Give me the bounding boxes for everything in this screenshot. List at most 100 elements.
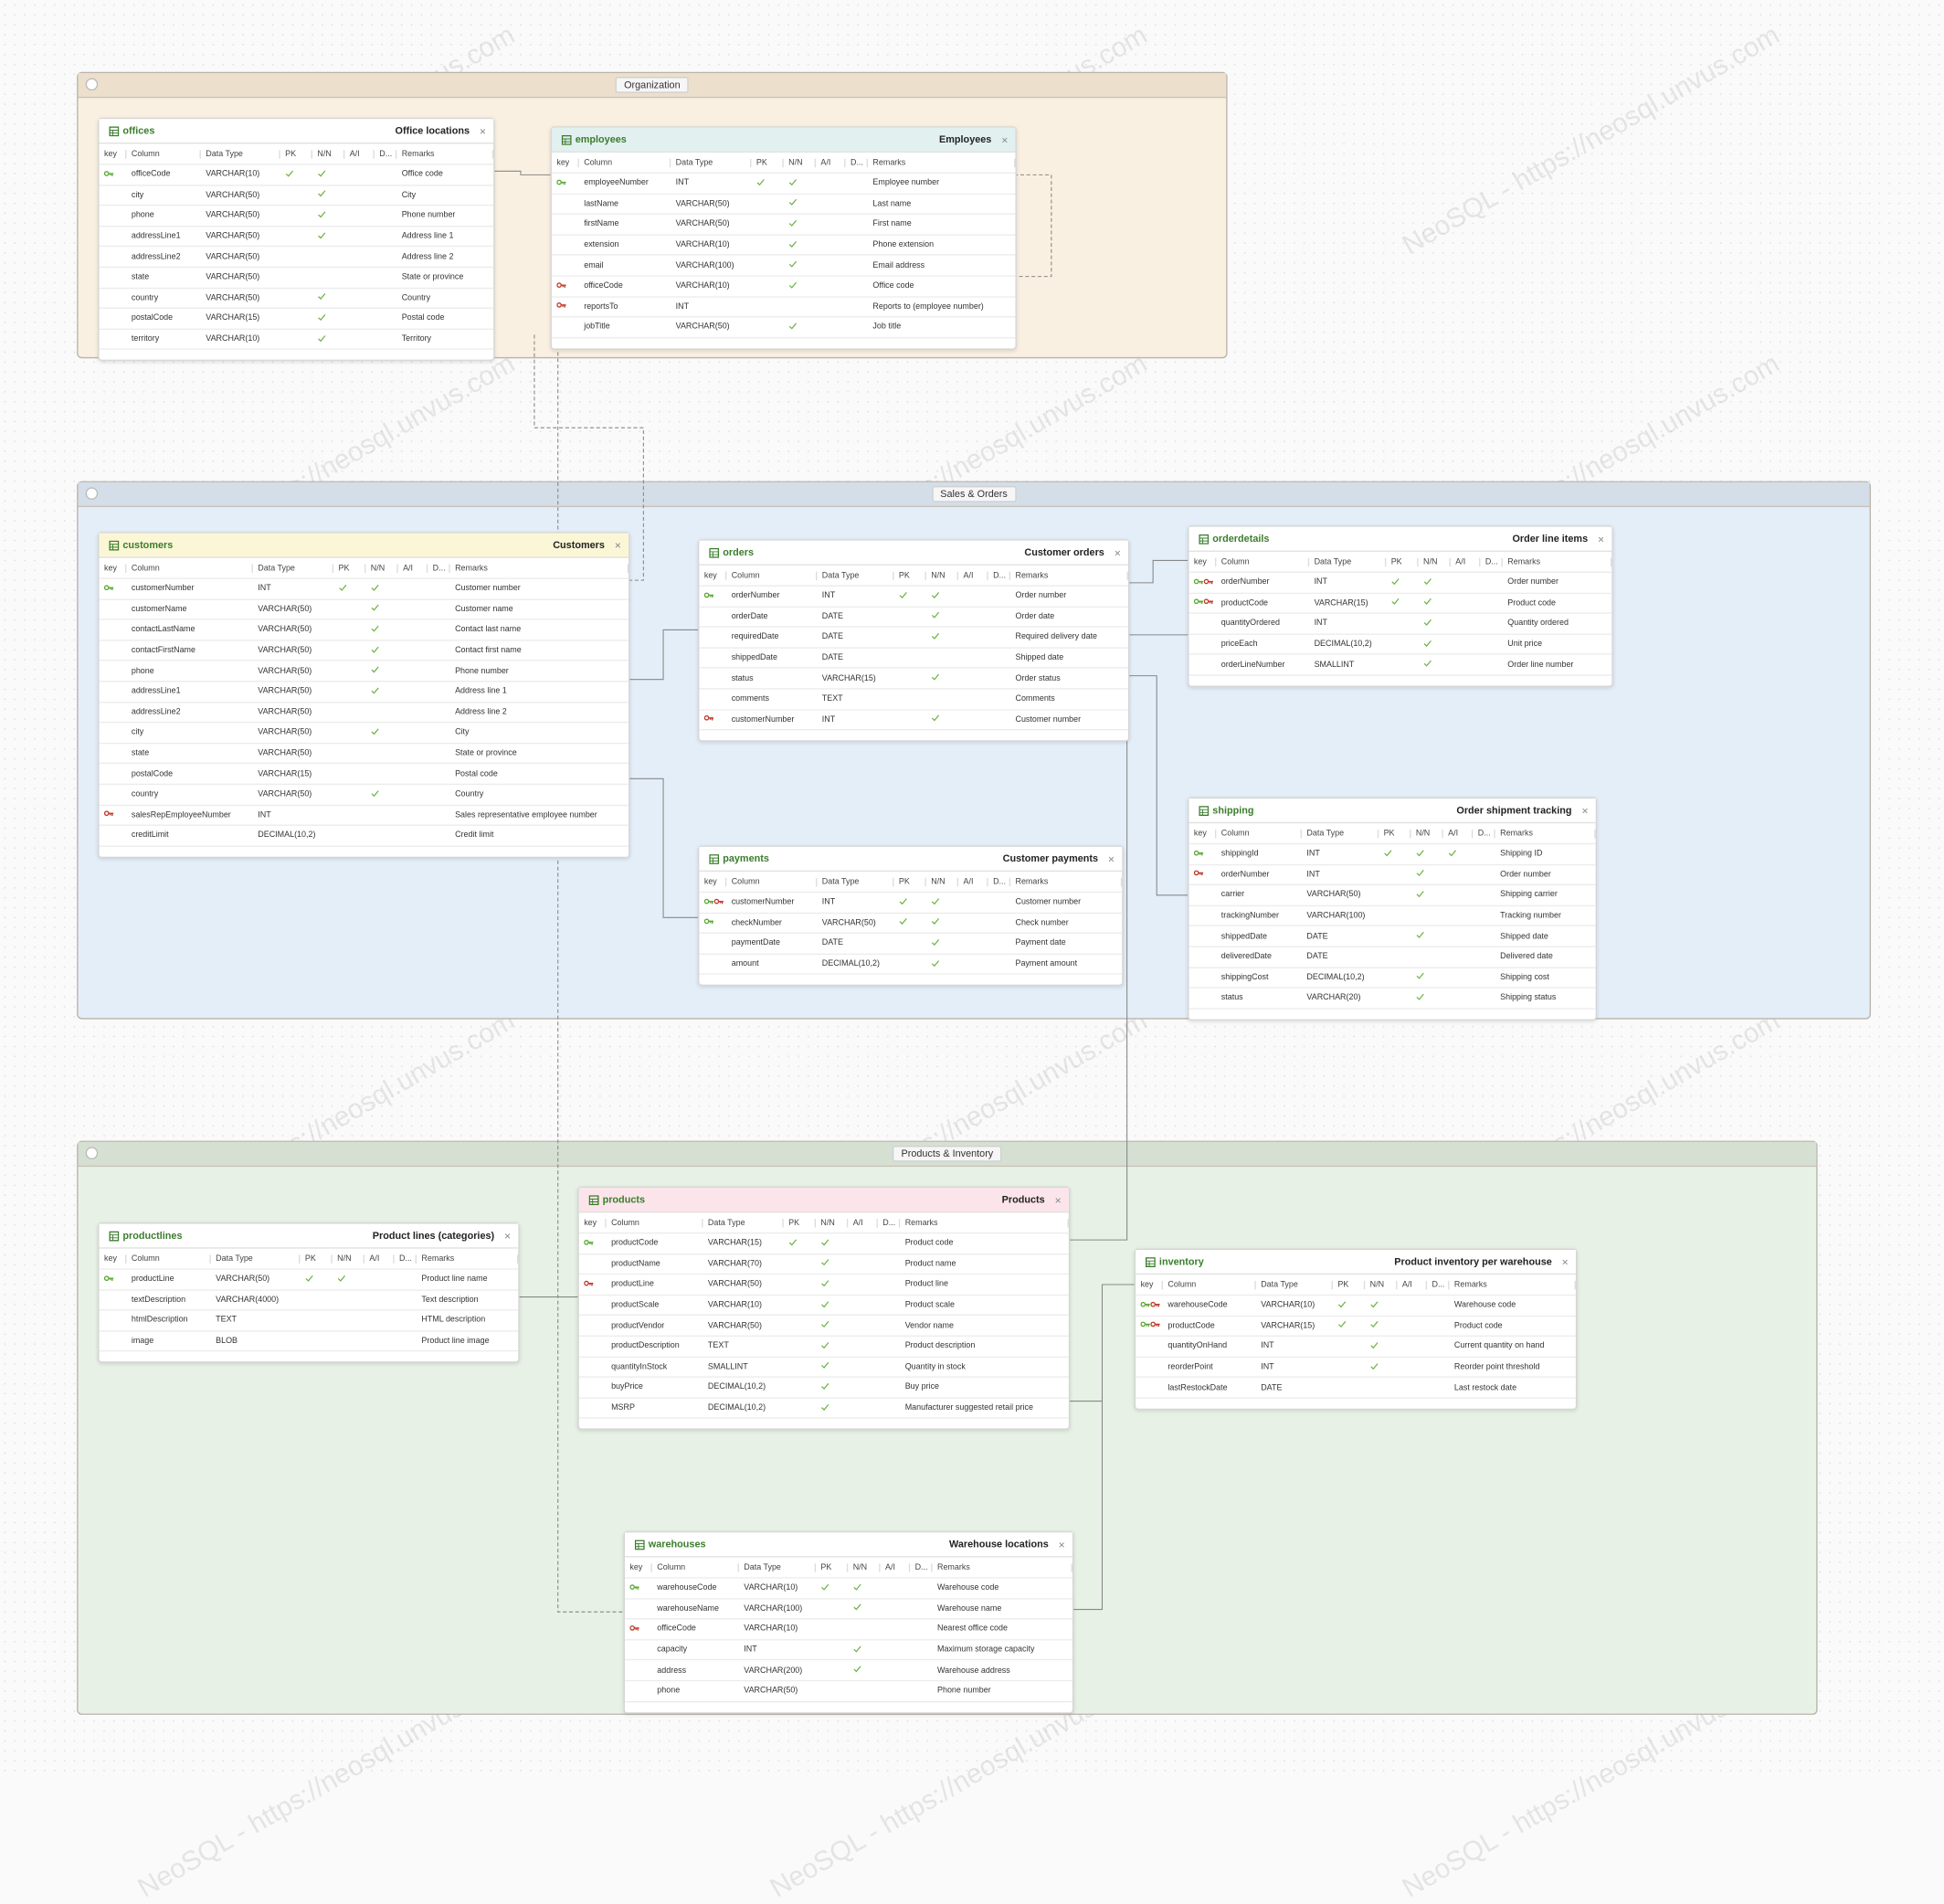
column-row: officeCode VARCHAR(10) Office code xyxy=(99,164,494,186)
flag-cell xyxy=(784,281,816,291)
column-header: Remarks xyxy=(900,1218,1069,1227)
column-row: amount DECIMAL(10,2) Payment amount xyxy=(699,955,1123,976)
close-button[interactable]: × xyxy=(1581,804,1589,817)
data-type: VARCHAR(50) xyxy=(258,789,312,799)
column-header: Remarks xyxy=(417,1253,519,1264)
remark: Address line 2 xyxy=(455,707,507,717)
flag-cell xyxy=(784,199,816,209)
close-button[interactable]: × xyxy=(503,1229,512,1243)
remark: Text description xyxy=(421,1296,479,1305)
column-row: reportsTo INT Reports to (employee number) xyxy=(551,297,1016,318)
column-row: capacity INT Maximum storage capacity xyxy=(624,1640,1072,1661)
close-button[interactable]: × xyxy=(614,538,621,552)
table-header: offices Office locations × xyxy=(99,119,494,144)
column-row: productVendor VARCHAR(50) Vendor name xyxy=(578,1316,1069,1337)
column-header: Column xyxy=(1216,829,1302,838)
remark: Order date xyxy=(1015,612,1055,621)
table-icon xyxy=(109,540,120,550)
column-header-row: key Column Data Type PK N/N A/I D... Remarks xyxy=(1189,823,1596,845)
close-button[interactable]: × xyxy=(1114,545,1121,559)
key-icon xyxy=(1189,870,1216,880)
remark: Phone number xyxy=(936,1687,991,1696)
table-comment: Product inventory per warehouse xyxy=(1394,1255,1552,1267)
close-button[interactable]: × xyxy=(1107,852,1115,865)
column-header: N/N xyxy=(1419,557,1451,566)
flag-cell xyxy=(312,190,344,200)
column-row: addressLine1 VARCHAR(50) Address line 1 xyxy=(99,682,629,703)
close-button[interactable]: × xyxy=(1001,132,1009,146)
check-mark xyxy=(788,240,798,249)
data-type: VARCHAR(50) xyxy=(675,199,730,208)
data-type: VARCHAR(50) xyxy=(258,605,312,614)
column-header-row: key Column Data Type PK N/N A/I D... Remarks xyxy=(551,153,1016,174)
relation xyxy=(534,334,644,581)
column-header: Column xyxy=(607,1218,703,1227)
data-type: VARCHAR(10) xyxy=(675,281,730,291)
group-header: Sales & Orders xyxy=(78,481,1870,508)
check-mark xyxy=(820,1382,829,1392)
remark: Country xyxy=(455,789,484,799)
remark: Warehouse code xyxy=(1453,1301,1516,1310)
column-header: key xyxy=(1189,557,1217,566)
flag-cell xyxy=(926,918,958,928)
key-icon xyxy=(552,281,579,291)
column-name: phone xyxy=(131,211,154,220)
flag-cell xyxy=(312,293,344,303)
data-type: BLOB xyxy=(216,1337,238,1346)
column-name: country xyxy=(131,789,159,799)
column-header: D... xyxy=(988,877,1011,886)
key-icon xyxy=(1189,598,1216,608)
check-mark xyxy=(931,673,940,684)
table: offices Office locations × key Column Data Ty… xyxy=(98,117,495,362)
column-name: addressLine1 xyxy=(131,231,181,241)
table-name: shipping xyxy=(1212,804,1254,816)
check-mark xyxy=(1337,1321,1347,1331)
close-button[interactable]: × xyxy=(1597,532,1605,545)
column-row: htmlDescription TEXT HTML description xyxy=(99,1311,519,1332)
column-header: PK xyxy=(300,1253,333,1264)
column-row: orderNumber INT Order number xyxy=(1189,865,1596,886)
column-row: paymentDate DATE Payment date xyxy=(699,934,1123,955)
column-header: D... xyxy=(910,1562,933,1572)
relation xyxy=(1071,1401,1104,1611)
column-name: phone xyxy=(657,1687,681,1696)
remark: Product description xyxy=(904,1341,976,1351)
flag-cell xyxy=(1410,870,1442,880)
column-name: orderNumber xyxy=(731,591,780,601)
flag-cell xyxy=(893,591,925,601)
column-name: territory xyxy=(131,334,160,344)
close-button[interactable]: × xyxy=(1561,1255,1569,1268)
table-header: warehouses Warehouse locations × xyxy=(624,1532,1072,1558)
column-header-row: key Column Data Type PK N/N A/I D... Remarks xyxy=(578,1212,1069,1234)
column-header: A/I xyxy=(816,158,846,167)
flag-cell xyxy=(365,584,397,594)
column-name: MSRP xyxy=(611,1403,635,1412)
close-button[interactable]: × xyxy=(1058,1538,1065,1551)
table: employees Employees × key Column Data Type PK N… xyxy=(550,126,1017,350)
close-button[interactable]: × xyxy=(1054,1193,1062,1206)
data-type: VARCHAR(50) xyxy=(707,1280,762,1289)
flag-cell xyxy=(1333,1321,1365,1331)
table-comment: Products xyxy=(1001,1193,1045,1206)
check-mark xyxy=(931,939,940,948)
column-header: PK xyxy=(784,1218,816,1227)
column-row: reorderPoint INT Reorder point threshold xyxy=(1136,1358,1576,1379)
table-header: orderdetails Order line items × xyxy=(1189,526,1612,552)
remark: Order number xyxy=(1507,577,1558,587)
column-row: orderNumber INT Order number xyxy=(1189,573,1612,594)
check-mark xyxy=(820,1403,829,1412)
flag-cell xyxy=(365,625,397,635)
column-row: warehouseCode VARCHAR(10) Warehouse code xyxy=(1136,1296,1576,1317)
flag-cell xyxy=(816,1583,848,1593)
data-type: VARCHAR(100) xyxy=(1306,911,1366,921)
check-mark xyxy=(820,1239,829,1249)
flag-cell xyxy=(926,714,958,725)
remark: HTML description xyxy=(421,1316,486,1326)
check-mark xyxy=(371,789,379,799)
data-type: DATE xyxy=(1261,1383,1283,1392)
check-mark xyxy=(1448,850,1457,860)
column-name: postalCode xyxy=(131,313,174,323)
close-button[interactable]: × xyxy=(479,124,486,137)
column-header: A/I xyxy=(1451,557,1481,566)
column-name: orderDate xyxy=(731,612,768,621)
